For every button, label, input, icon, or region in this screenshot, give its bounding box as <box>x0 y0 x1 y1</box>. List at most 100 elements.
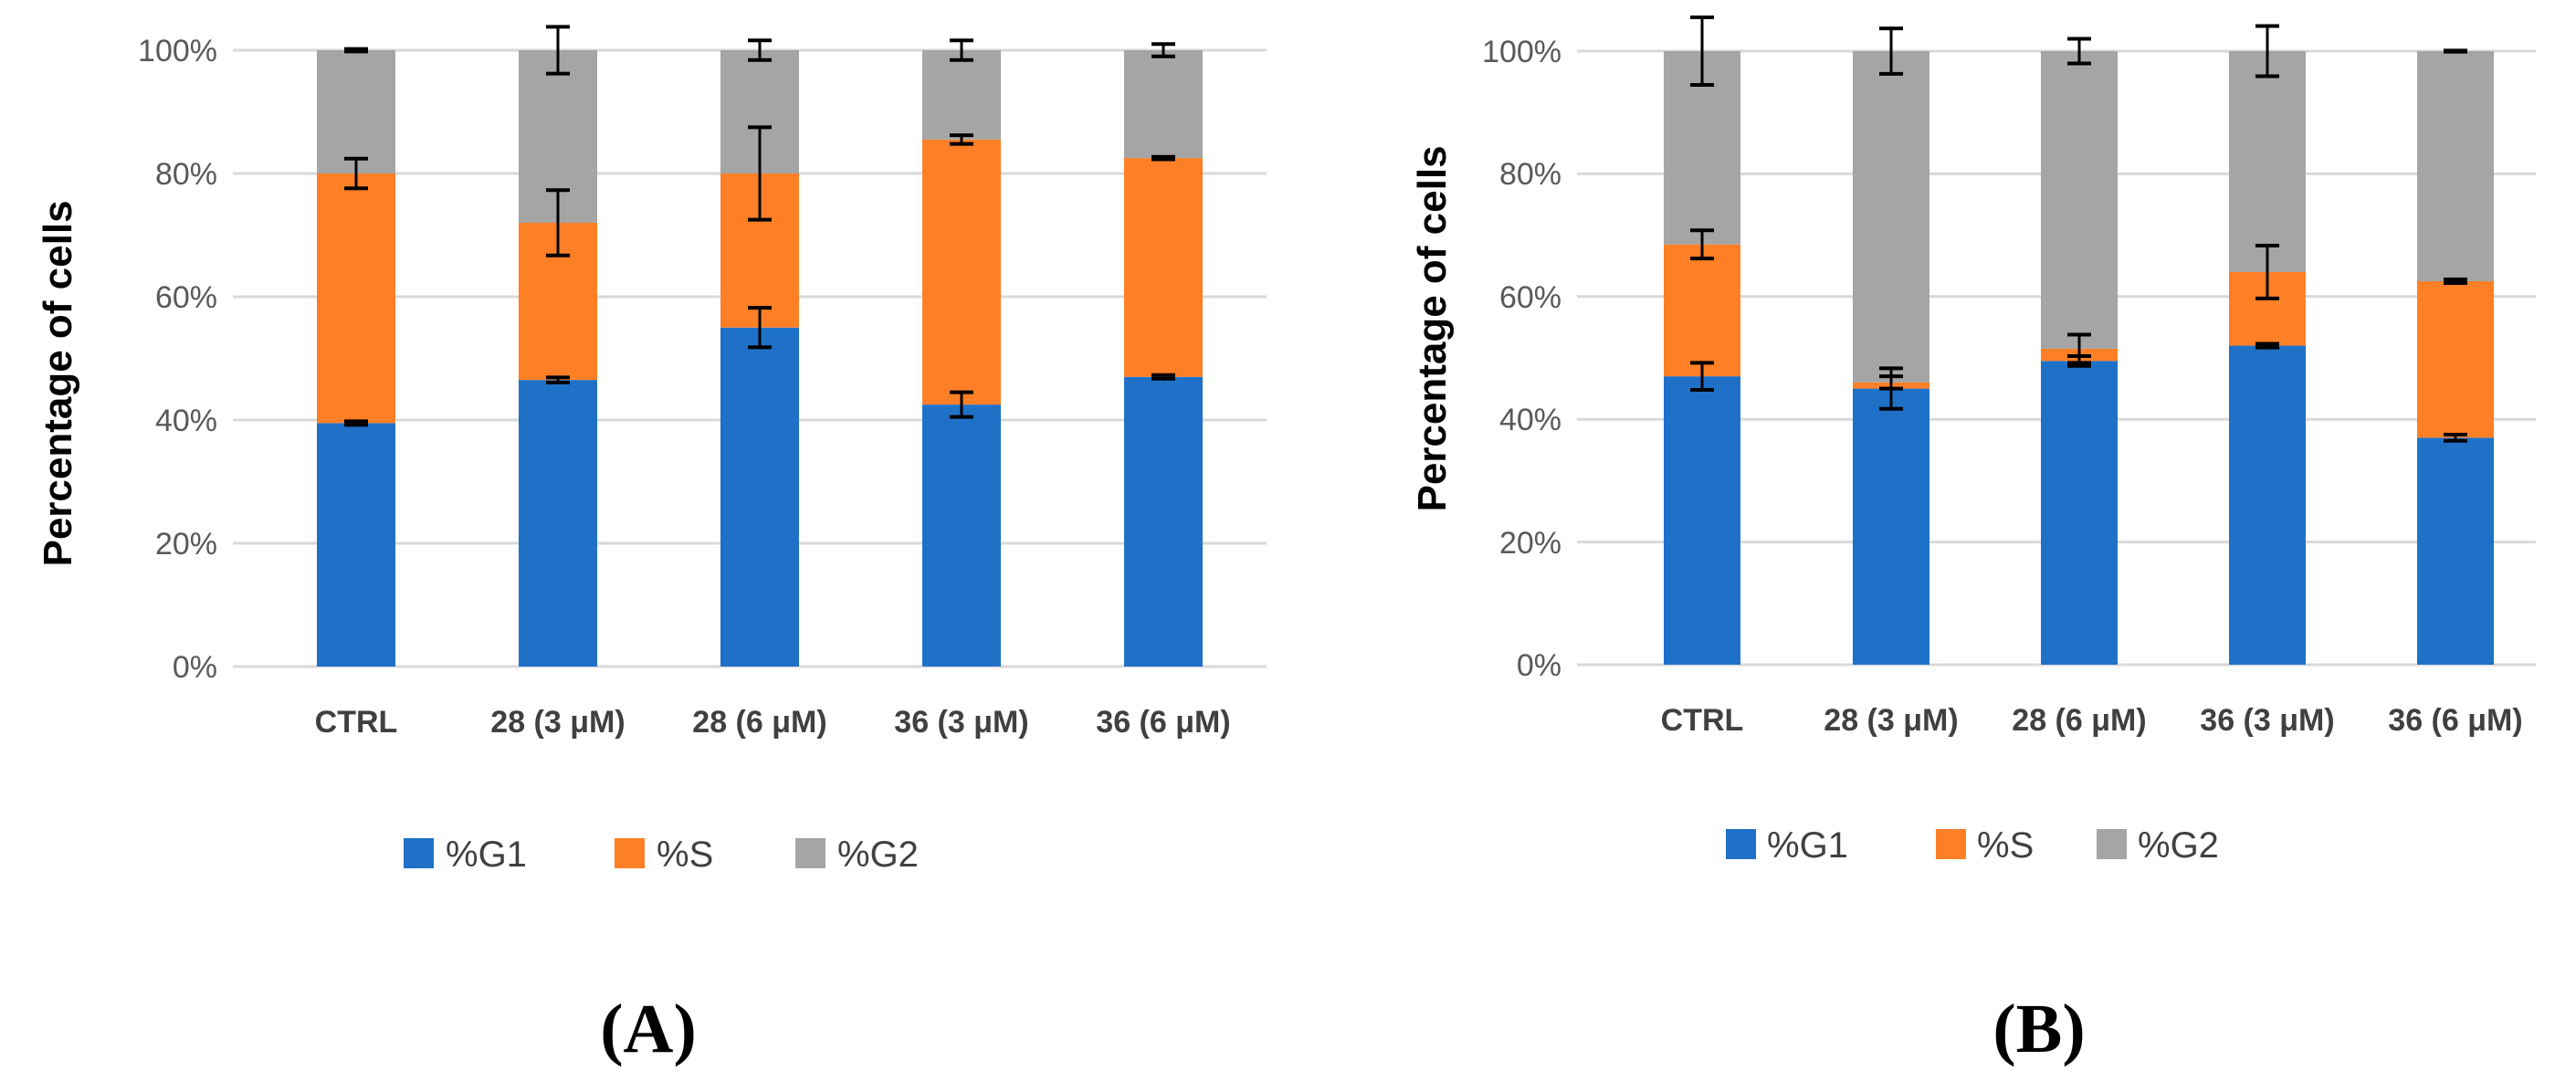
x-category-label: 36 (6 μM) <box>1096 705 1230 740</box>
bar-g1 <box>720 327 799 667</box>
chart-panel-a: 0% 20% 40% 60% 80% 100% CTRL 28 (3 μM) 2… <box>36 25 1267 1067</box>
bars-b <box>1664 51 2494 665</box>
error-bar-s <box>950 133 973 146</box>
error-bar-g2 <box>1879 26 1903 76</box>
legend-label-g1: %G1 <box>1767 825 1848 866</box>
y-tick-label: 40% <box>155 404 217 438</box>
bar-g2 <box>922 50 1001 140</box>
error-bar-s <box>1151 154 1175 162</box>
y-tick-label: 100% <box>138 34 217 68</box>
x-category-label: 28 (6 μM) <box>692 705 826 740</box>
x-axis-categories-b: CTRL 28 (3 μM) 28 (6 μM) 36 (3 μM) 36 (6… <box>1661 703 2523 738</box>
legend-swatch-s <box>615 838 645 868</box>
error-bar-g1 <box>1151 373 1175 381</box>
x-category-label: CTRL <box>1661 703 1744 738</box>
error-bar-g1 <box>2444 433 2467 443</box>
x-axis-categories-a: CTRL 28 (3 μM) 28 (6 μM) 36 (3 μM) 36 (6… <box>315 705 1231 740</box>
error-bar-s <box>2444 277 2467 286</box>
bar-g1 <box>1664 376 1740 665</box>
bar-s <box>1124 158 1203 377</box>
bar-g2 <box>2229 51 2306 272</box>
x-category-label: 36 (3 μM) <box>2200 703 2334 738</box>
bar-g2 <box>2417 51 2494 281</box>
legend-label-g2: %G2 <box>837 835 919 875</box>
error-bar-s <box>546 188 570 257</box>
error-bar-g1 <box>344 419 368 427</box>
y-tick-label: 80% <box>155 157 217 192</box>
error-bar-g1 <box>1690 361 1714 392</box>
legend-swatch-g2 <box>2097 829 2127 859</box>
panel-letter: A <box>624 991 674 1067</box>
y-tick-label: 60% <box>1499 280 1561 315</box>
y-tick-label: 20% <box>1499 526 1561 561</box>
bar-g2 <box>1853 51 1929 383</box>
bar-g2 <box>317 50 395 173</box>
legend-swatch-g1 <box>404 838 434 868</box>
error-bar-g2 <box>1151 42 1175 58</box>
error-bar-g2 <box>748 38 772 62</box>
y-tick-label: 0% <box>173 650 217 685</box>
y-axis-ticks-b: 0% 20% 40% 60% 80% 100% <box>1482 35 1561 683</box>
error-bar-s <box>748 125 772 222</box>
y-tick-label: 0% <box>1517 648 1561 683</box>
panel-paren-open: ( <box>600 991 623 1067</box>
x-category-label: 36 (6 μM) <box>2388 703 2522 738</box>
bar-s <box>2417 281 2494 438</box>
legend-label-s: %S <box>657 835 713 875</box>
panel-label-a: (A) <box>600 991 697 1067</box>
legend-label-s: %S <box>1977 825 2034 866</box>
chart-panel-b: 0% 20% 40% 60% 80% 100% CTRL 28 (3 μM) 2… <box>1410 16 2536 1067</box>
error-bars-b <box>1690 16 2467 443</box>
error-bar-g1 <box>546 375 570 384</box>
bar-g1 <box>2041 361 2118 665</box>
error-bar-g2 <box>1690 16 1714 87</box>
y-tick-label: 100% <box>1482 35 1561 69</box>
bar-g1 <box>1124 376 1203 667</box>
panel-paren-close: ) <box>2062 991 2085 1067</box>
y-tick-label: 80% <box>1499 157 1561 192</box>
bar-s <box>1664 244 1740 377</box>
error-bar-g1 <box>748 306 772 350</box>
y-axis-title: Percentage of cells <box>1410 145 1455 511</box>
error-bar-g2 <box>2067 37 2091 66</box>
bar-g1 <box>519 380 597 667</box>
legend-a: %G1 %S %G2 <box>404 835 919 875</box>
error-bar-g1 <box>950 390 973 419</box>
y-axis-ticks-a: 0% 20% 40% 60% 80% 100% <box>138 34 217 685</box>
error-bar-g2 <box>2444 48 2467 54</box>
x-category-label: CTRL <box>315 705 398 740</box>
error-bar-g1 <box>2255 341 2279 350</box>
panel-label-b: (B) <box>1992 991 2085 1067</box>
error-bar-g2 <box>344 47 368 54</box>
error-bar-g2 <box>546 25 570 76</box>
error-bar-s <box>1690 228 1714 261</box>
panel-letter: B <box>2016 991 2063 1067</box>
x-category-label: 28 (6 μM) <box>2012 703 2146 738</box>
bar-s <box>922 139 1001 405</box>
x-category-label: 28 (3 μM) <box>490 705 625 740</box>
bar-g1 <box>2417 437 2494 665</box>
error-bar-g2 <box>950 38 973 62</box>
legend-swatch-g2 <box>795 838 825 868</box>
bar-g1 <box>1853 388 1929 665</box>
bar-g2 <box>2041 51 2118 349</box>
bar-g1 <box>317 423 395 667</box>
x-category-label: 28 (3 μM) <box>1824 703 1958 738</box>
y-tick-label: 60% <box>155 280 217 315</box>
legend-b: %G1 %S %G2 <box>1726 825 2219 866</box>
legend-label-g1: %G1 <box>446 835 527 875</box>
y-tick-label: 40% <box>1499 403 1561 437</box>
x-category-label: 36 (3 μM) <box>894 705 1028 740</box>
y-axis-title: Percentage of cells <box>36 200 80 566</box>
error-bar-s <box>1879 374 1903 391</box>
bar-s <box>317 173 395 424</box>
bar-g2 <box>1124 50 1203 159</box>
panel-paren-close: ) <box>673 991 696 1067</box>
error-bars-a <box>344 25 1175 427</box>
error-bar-s <box>2255 244 2279 300</box>
y-tick-label: 20% <box>155 527 217 562</box>
legend-swatch-s <box>1936 829 1966 859</box>
bar-g1 <box>2229 345 2306 665</box>
error-bar-g2 <box>2255 24 2279 79</box>
